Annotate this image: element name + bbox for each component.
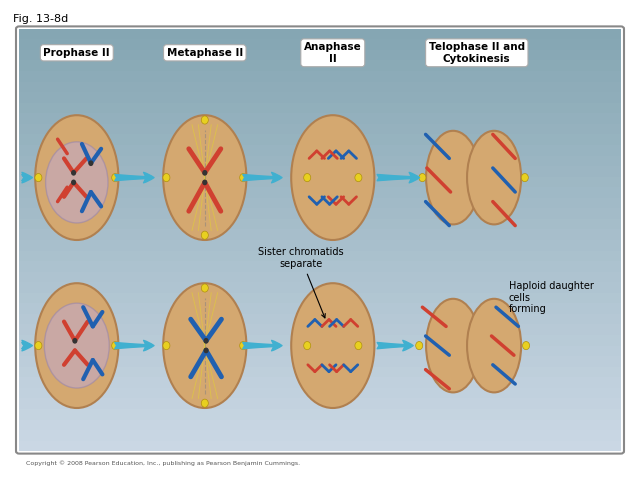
Ellipse shape [419,174,426,182]
Ellipse shape [45,142,108,223]
Ellipse shape [416,342,423,349]
Bar [19,39,621,50]
Bar [19,441,621,451]
Bar [19,377,621,388]
Text: Fig. 13-8d: Fig. 13-8d [13,14,68,24]
Ellipse shape [355,342,362,349]
Ellipse shape [35,342,42,349]
Ellipse shape [426,299,480,393]
Bar [19,219,621,229]
Bar [19,261,621,272]
Bar [19,272,621,282]
Ellipse shape [291,115,374,240]
Ellipse shape [71,180,76,185]
Text: Copyright © 2008 Pearson Education, Inc., publishing as Pearson Benjamin Cumming: Copyright © 2008 Pearson Education, Inc.… [26,460,300,466]
Ellipse shape [163,342,170,349]
Bar [19,388,621,398]
Ellipse shape [355,174,362,182]
Ellipse shape [521,174,528,182]
Ellipse shape [44,303,109,388]
Ellipse shape [467,299,521,393]
Ellipse shape [111,342,119,349]
Bar [19,134,621,145]
Bar [19,187,621,198]
Bar [19,177,621,187]
Bar [19,113,621,124]
Bar [19,430,621,441]
Bar [19,356,621,367]
Bar [19,335,621,346]
Bar [19,103,621,113]
Ellipse shape [204,348,209,353]
Bar [19,156,621,166]
Ellipse shape [72,338,77,344]
Bar [19,420,621,430]
Ellipse shape [201,231,209,240]
Bar [19,229,621,240]
Bar [19,409,621,420]
Bar [19,208,621,219]
Bar [19,82,621,92]
Ellipse shape [201,399,209,407]
Ellipse shape [426,131,480,225]
Bar [19,166,621,177]
Ellipse shape [71,170,76,176]
Ellipse shape [35,283,118,408]
Ellipse shape [35,174,42,182]
Text: Telophase II and
Cytokinesis: Telophase II and Cytokinesis [429,42,525,64]
Ellipse shape [291,283,374,408]
Ellipse shape [467,131,521,225]
Text: Metaphase II: Metaphase II [166,48,243,58]
Ellipse shape [239,342,247,349]
Bar [19,303,621,314]
Bar [19,124,621,134]
Ellipse shape [239,174,247,182]
Text: Prophase II: Prophase II [44,48,110,58]
Ellipse shape [163,174,170,182]
Bar [19,198,621,208]
Bar [19,29,621,39]
Ellipse shape [304,174,311,182]
Ellipse shape [111,174,119,182]
Ellipse shape [35,115,118,240]
Bar [19,314,621,324]
Ellipse shape [522,342,529,349]
Bar [19,346,621,356]
Bar [19,293,621,303]
Ellipse shape [204,338,209,344]
Ellipse shape [202,180,207,185]
Ellipse shape [201,284,209,292]
Text: Sister chromatids
separate: Sister chromatids separate [258,247,344,318]
Ellipse shape [201,116,209,124]
Bar [19,145,621,156]
Ellipse shape [202,170,207,176]
Bar [19,240,621,251]
Bar [19,60,621,71]
Bar [19,282,621,293]
Bar [19,398,621,409]
Ellipse shape [163,283,246,408]
Ellipse shape [304,342,311,349]
Ellipse shape [163,115,246,240]
Bar [19,251,621,261]
Text: Anaphase
II: Anaphase II [304,42,362,64]
Bar [19,71,621,82]
Bar [19,324,621,335]
Bar [19,50,621,60]
Bar [19,92,621,103]
Text: Haploid daughter
cells
forming: Haploid daughter cells forming [509,281,594,314]
Bar [19,367,621,377]
Ellipse shape [88,160,93,166]
